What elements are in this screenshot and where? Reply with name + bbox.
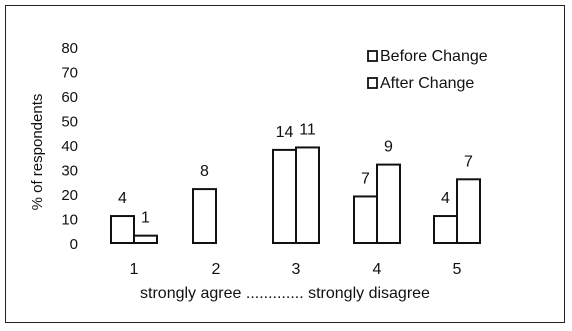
x-tick-label: 3: [292, 261, 301, 278]
bar-value-label: 11: [299, 121, 316, 138]
bar-after-change: [376, 163, 401, 245]
bar-value-label: 1: [141, 210, 150, 227]
bar-value-label: 8: [200, 163, 209, 180]
chart-frame: [5, 5, 565, 323]
bar-value-label: 4: [441, 190, 450, 207]
y-tick-label: 70: [61, 65, 78, 82]
legend-swatch: [367, 50, 378, 62]
legend-swatch: [367, 77, 378, 89]
x-tick-label: 2: [212, 261, 221, 278]
y-tick-label: 50: [61, 114, 78, 131]
y-tick-label: 80: [61, 40, 78, 57]
y-tick-label: 60: [61, 89, 78, 106]
y-tick-label: 30: [61, 163, 78, 180]
legend-entry: Before Change: [380, 48, 488, 65]
x-tick-labels: 1 2 3 4 5: [130, 261, 462, 278]
y-tick-label: 0: [70, 236, 78, 253]
bar-before-change: [353, 195, 378, 244]
bar-value-label: 7: [464, 153, 473, 170]
legend-entry: After Change: [380, 75, 474, 92]
bar-value-label: 9: [384, 139, 393, 156]
y-tick-label: 10: [61, 212, 78, 229]
bar-after-change: [456, 178, 481, 245]
y-axis-label: % of respondents: [29, 94, 46, 211]
x-axis-label: strongly agree ............. strongly di…: [140, 285, 430, 302]
bar-before-change: [433, 215, 458, 245]
bar-value-label: 4: [118, 190, 127, 207]
bar-after-change: [133, 234, 158, 244]
y-tick-label: 20: [61, 187, 78, 204]
x-tick-label: 5: [453, 261, 462, 278]
x-tick-label: 1: [130, 261, 139, 278]
bar-value-label: 7: [361, 170, 370, 187]
legend: Before Change After Change: [367, 48, 488, 92]
x-tick-label: 4: [373, 261, 382, 278]
y-tick-labels: 0 10 20 30 40 50 60 70 80: [61, 40, 78, 253]
bar-before-change: [110, 215, 135, 245]
bar-value-label: 14: [276, 124, 294, 141]
bar-before-change: [192, 188, 217, 245]
y-tick-label: 40: [61, 138, 78, 155]
bar-before-change: [272, 148, 297, 244]
bar-after-change: [295, 146, 320, 244]
